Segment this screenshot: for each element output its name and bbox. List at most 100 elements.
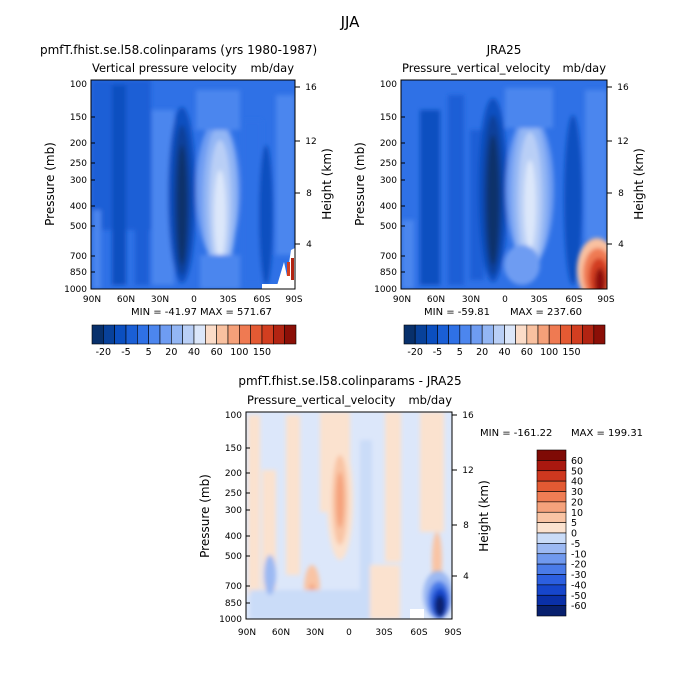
colorbar-swatch xyxy=(536,501,567,513)
colorbar-swatch xyxy=(148,324,161,345)
y-tick-label: 400 xyxy=(225,532,242,542)
y-ticks: 1000 850 700 500 400 300 250 200 150 100 xyxy=(64,79,95,295)
y2-tick-label: 4 xyxy=(618,240,624,250)
panel-difference: pmfT.fhist.se.l58.colinparams - JRA25 Pr… xyxy=(198,374,643,638)
min-label: MIN = -161.22 xyxy=(480,428,552,439)
colorbar: -20 -5 5 20 40 60 100 150 xyxy=(91,324,297,358)
colorbar-label: -30 xyxy=(571,570,587,581)
colorbar-swatch xyxy=(537,324,550,345)
max-label: MAX = 237.60 xyxy=(510,307,582,318)
panel-title: pmfT.fhist.se.l58.colinparams (yrs 1980-… xyxy=(40,43,317,57)
panel-subtitle: Pressure_vertical_velocity xyxy=(247,393,396,407)
y-tick-label: 700 xyxy=(380,252,397,262)
y2-tick-label: 8 xyxy=(306,189,312,199)
colorbar-label: 150 xyxy=(562,347,580,358)
x-tick-label: 30S xyxy=(219,295,236,305)
colorbar-swatch xyxy=(582,324,595,345)
colorbar-swatch xyxy=(536,522,567,534)
colorbar-swatch xyxy=(536,605,567,617)
y-tick-label: 1000 xyxy=(219,615,242,625)
colorbar-label: -20 xyxy=(571,560,587,571)
colorbar-swatch xyxy=(239,324,251,345)
x-tick-label: 90S xyxy=(597,295,614,305)
y-ticks: 1000 850 700 500 400 300 250 200 150 100 xyxy=(374,79,405,295)
colorbar-swatch xyxy=(171,324,183,345)
colorbar-label: 100 xyxy=(540,347,558,358)
colorbar-swatch xyxy=(284,324,297,345)
y2-tick-label: 12 xyxy=(305,137,316,147)
y-tick-label: 200 xyxy=(380,139,397,149)
y2-axis-label: Height (km) xyxy=(632,148,646,219)
colorbar-swatch xyxy=(125,324,138,345)
x-tick-label: 60S xyxy=(410,628,427,638)
y-tick-label: 250 xyxy=(70,159,87,169)
panel-subtitle: Pressure_vertical_velocity xyxy=(402,61,551,75)
x-tick-label: 90S xyxy=(285,295,302,305)
x-tick-label: 90S xyxy=(444,628,461,638)
colorbar-label: -20 xyxy=(96,347,112,358)
colorbar-swatch xyxy=(593,324,606,345)
colorbar-label: 20 xyxy=(165,347,177,358)
colorbar-swatch xyxy=(103,324,115,345)
y-tick-label: 500 xyxy=(225,552,242,562)
x-tick-label: 60S xyxy=(253,295,270,305)
colorbar-swatch xyxy=(493,324,505,345)
y2-tick-label: 16 xyxy=(305,83,317,93)
colorbar-swatch xyxy=(470,324,483,345)
y-tick-label: 400 xyxy=(70,202,87,212)
panel-title: JRA25 xyxy=(486,43,522,57)
y-tick-label: 500 xyxy=(70,222,87,232)
colorbar-swatch xyxy=(91,324,104,345)
colorbar-swatch xyxy=(536,553,567,565)
max-label: MAX = 199.31 xyxy=(571,428,643,439)
y-tick-label: 850 xyxy=(380,268,397,278)
colorbar-label: 5 xyxy=(457,347,463,358)
y-tick-label: 500 xyxy=(380,222,397,232)
colorbar-label: 5 xyxy=(571,518,577,529)
colorbar-swatch xyxy=(250,324,263,345)
colorbar-swatch xyxy=(426,324,438,345)
y2-ticks: 4 8 12 16 xyxy=(607,83,629,250)
colorbar-label: 10 xyxy=(571,508,583,519)
colorbar-swatch xyxy=(114,324,127,345)
x-tick-label: 60N xyxy=(427,295,445,305)
colorbar-label: 40 xyxy=(498,347,510,358)
colorbar-swatch xyxy=(273,324,285,345)
colorbar-swatch xyxy=(536,532,567,544)
y2-tick-label: 8 xyxy=(618,189,624,199)
colorbar-swatch xyxy=(536,491,567,503)
y2-tick-label: 4 xyxy=(306,240,312,250)
colorbar-label: -60 xyxy=(571,601,587,612)
colorbar-swatch xyxy=(137,324,149,345)
plot-frame xyxy=(245,411,453,620)
x-ticks: 90N 60N 30N 0 30S 60S 90S xyxy=(393,295,615,305)
colorbar-label: 50 xyxy=(571,466,583,477)
colorbar-label: 5 xyxy=(146,347,152,358)
y-ticks: 1000 850 700 500 400 300 250 200 150 100 xyxy=(219,411,250,625)
x-tick-label: 0 xyxy=(191,295,197,305)
y-tick-label: 200 xyxy=(225,469,242,479)
panel-subtitle: Vertical pressure velocity xyxy=(92,61,237,75)
y-tick-label: 100 xyxy=(70,80,87,90)
colorbar-swatch xyxy=(536,594,567,606)
colorbar-swatch xyxy=(515,324,528,345)
y2-ticks: 4 8 12 16 xyxy=(295,83,317,250)
colorbar-swatch xyxy=(536,449,567,461)
x-tick-label: 0 xyxy=(346,628,352,638)
colorbar-swatch xyxy=(536,574,567,586)
panel-title: pmfT.fhist.se.l58.colinparams - JRA25 xyxy=(238,374,461,388)
figure-title: JJA xyxy=(340,13,361,31)
x-tick-label: 30N xyxy=(151,295,169,305)
y-tick-label: 250 xyxy=(380,159,397,169)
colorbar-swatch xyxy=(414,324,427,345)
x-tick-label: 60S xyxy=(565,295,582,305)
contour-field xyxy=(246,412,452,619)
colorbar-label: -5 xyxy=(433,347,442,358)
colorbar-swatch xyxy=(536,563,567,575)
colorbar-swatch xyxy=(536,543,567,555)
colorbar-swatch xyxy=(536,584,567,596)
y-tick-label: 700 xyxy=(70,252,87,262)
y2-tick-label: 4 xyxy=(463,572,469,582)
y-tick-label: 200 xyxy=(70,139,87,149)
